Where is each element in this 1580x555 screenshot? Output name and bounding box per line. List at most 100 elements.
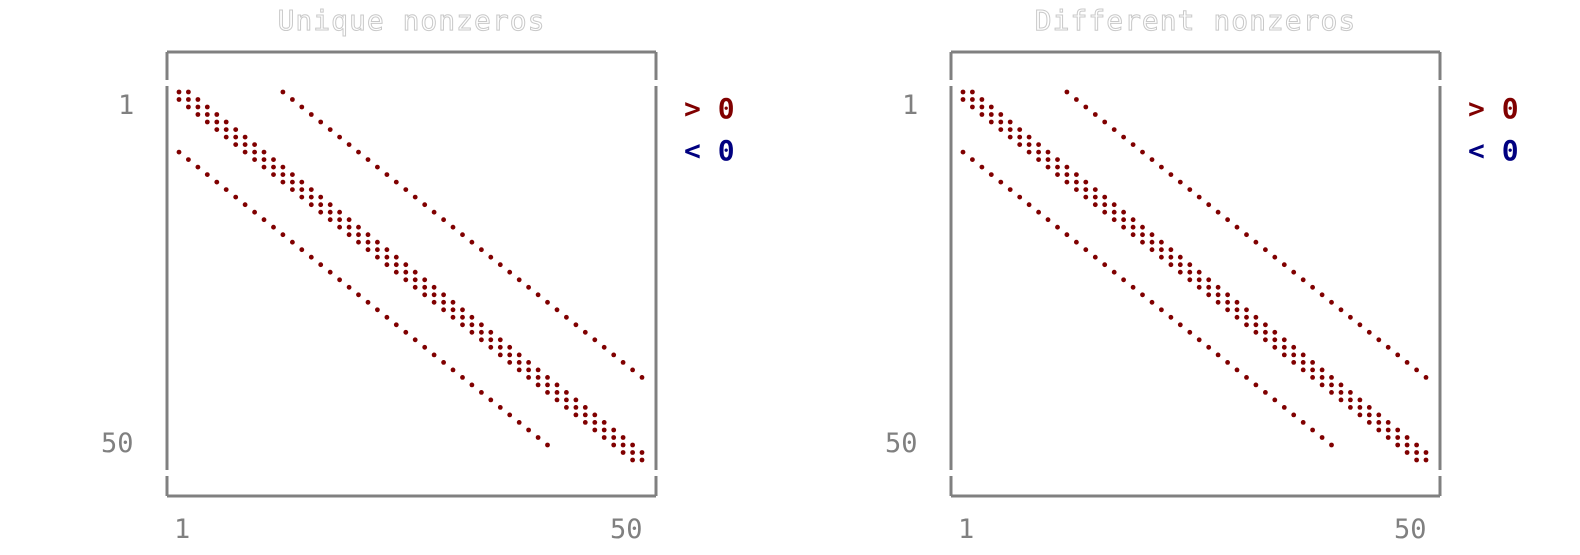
nonzero-point [327,202,333,208]
nonzero-point [526,375,531,380]
nonzero-point [1140,292,1145,298]
nonzero-point [393,179,399,185]
nonzero-point [1064,232,1070,238]
nonzero-point [412,269,418,275]
nonzero-point [1092,187,1098,193]
nonzero-point [1149,247,1155,253]
nonzero-point [1149,239,1155,245]
nonzero-point [497,262,503,268]
nonzero-point [337,224,342,230]
nonzero-point [337,209,342,215]
nonzero-point [271,224,276,230]
legend-positive-symbol: > [684,92,701,125]
nonzero-point [1244,232,1249,238]
nonzero-point [960,149,966,155]
nonzero-point [214,112,220,117]
nonzero-point [346,217,352,223]
nonzero-point [601,435,607,440]
spy-plot-different: Different nonzeros 1 50 1 50 > 0 < 0 [784,0,1574,555]
nonzero-point [1083,194,1089,200]
nonzero-point [979,164,985,170]
nonzero-point [1253,382,1259,388]
nonzero-point [186,97,191,102]
nonzero-point [479,390,484,395]
nonzero-point [535,367,541,373]
nonzero-point [1376,420,1382,425]
nonzero-point [327,217,333,223]
nonzero-point [1206,277,1212,283]
nonzero-point [554,390,560,395]
nonzero-point [1366,405,1372,410]
nonzero-point [280,89,286,95]
nonzero-point [639,450,645,455]
nonzero-point [1121,217,1126,223]
legend-negative-text: 0 [1501,134,1519,167]
nonzero-point [1159,307,1164,313]
nonzero-point [1102,209,1108,215]
nonzero-point [1177,322,1183,328]
nonzero-point [1300,277,1306,283]
nonzero-point [393,254,399,260]
nonzero-point [1263,247,1268,253]
nonzero-point [582,405,588,410]
nonzero-point [1215,284,1221,290]
nonzero-point [554,382,560,388]
nonzero-point [516,352,522,358]
nonzero-point [488,329,494,335]
nonzero-point [1159,239,1164,245]
nonzero-point [223,127,229,132]
nonzero-point [384,314,390,320]
nonzero-point [1017,194,1023,200]
nonzero-point [1414,457,1419,463]
nonzero-point [970,104,975,110]
nonzero-point [1083,104,1089,110]
nonzero-point [252,149,257,155]
nonzero-point [1026,134,1032,140]
nonzero-point [1196,284,1202,290]
nonzero-point [1272,344,1278,350]
nonzero-point [1045,149,1051,155]
nonzero-point [639,457,645,463]
nonzero-point [176,149,182,155]
nonzero-point [1338,390,1344,395]
nonzero-point [469,382,475,388]
nonzero-point [1168,262,1174,268]
nonzero-point [469,314,475,320]
nonzero-point [450,224,456,230]
nonzero-point [1404,360,1410,365]
nonzero-point [1319,435,1325,440]
nonzero-point [242,149,248,155]
nonzero-point [1414,367,1419,373]
nonzero-point [1357,397,1363,403]
nonzero-point [431,284,437,290]
nonzero-point [1017,134,1023,140]
nonzero-point [1187,269,1193,275]
nonzero-point [1319,292,1325,298]
nonzero-point [299,187,305,193]
nonzero-point [1385,427,1391,433]
nonzero-point [1310,427,1315,433]
nonzero-point [1414,442,1419,448]
nonzero-point [204,104,210,110]
nonzero-point [393,322,399,328]
nonzero-point [412,284,418,290]
nonzero-point [1357,322,1363,328]
plot-frame [165,50,658,498]
nonzero-point [1215,352,1221,358]
nonzero-point [620,442,626,448]
nonzero-point [630,457,635,463]
nonzero-point [299,247,305,253]
nonzero-point [1366,329,1372,335]
nonzero-point [1300,360,1306,365]
nonzero-point [1130,142,1136,147]
nonzero-point [545,442,550,448]
nonzero-point [507,412,513,418]
nonzero-point [564,390,569,395]
nonzero-point [271,172,276,177]
nonzero-point [375,247,380,253]
nonzero-point [1329,375,1334,380]
nonzero-point [526,367,531,373]
nonzero-point [261,164,267,170]
nonzero-point [516,420,522,425]
nonzero-point [1092,194,1098,200]
